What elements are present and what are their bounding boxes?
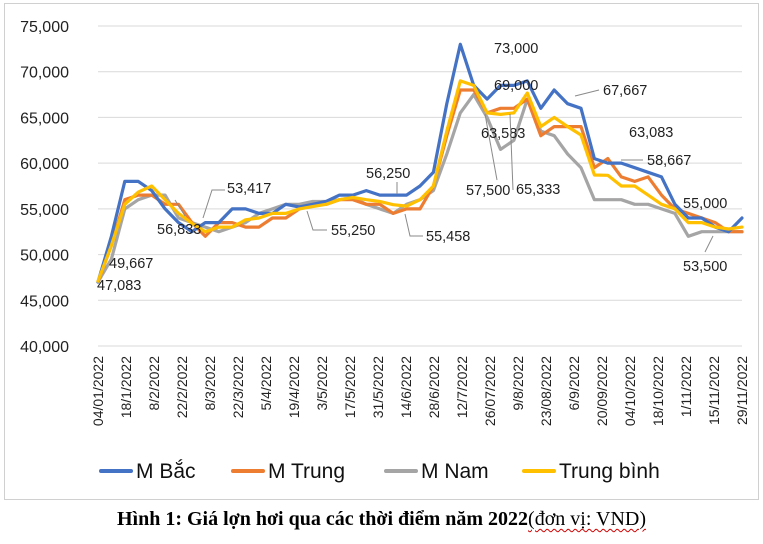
- data-label: 53,500: [683, 259, 727, 275]
- data-label: 67,667: [603, 83, 647, 99]
- y-tick-label: 65,000: [20, 110, 69, 127]
- label-leader-line: [306, 210, 327, 231]
- figure-caption: Hình 1: Giá lợn hơi qua các thời điểm nă…: [0, 508, 763, 531]
- x-tick-label: 28/6/2022: [426, 356, 442, 418]
- label-leader-line: [574, 89, 600, 97]
- x-tick-label: 8/3/2022: [202, 356, 218, 411]
- data-label: 55,250: [331, 223, 375, 239]
- data-label: 69,000: [494, 78, 538, 94]
- x-tick-label: 31/5/2022: [370, 356, 386, 418]
- data-label: 63,583: [481, 126, 525, 142]
- data-label: 53,417: [227, 181, 271, 197]
- label-leader-line: [704, 235, 714, 253]
- data-label: 49,667: [109, 256, 153, 272]
- data-label: 57,500: [466, 183, 510, 199]
- y-tick-label: 70,000: [20, 65, 69, 82]
- x-tick-label: 26/07/2022: [482, 356, 498, 426]
- data-label: 73,000: [494, 41, 538, 57]
- y-tick-label: 75,000: [20, 19, 69, 36]
- x-tick-label: 18/10/2022: [650, 356, 666, 426]
- data-label: 56,833: [157, 222, 201, 238]
- line-chart: 40,000 45,000 50,000 55,000 60,000 65,000 70,0…: [20, 19, 750, 483]
- y-tick-label: 60,000: [20, 156, 69, 173]
- data-label: 58,667: [647, 153, 691, 169]
- legend-label: M Bắc: [136, 460, 196, 483]
- x-tick-label: 20/09/2022: [594, 356, 610, 426]
- data-label: 56,250: [366, 166, 410, 182]
- label-leader-line: [404, 213, 423, 237]
- y-tick-label: 50,000: [20, 248, 69, 265]
- label-leader-line: [174, 199, 186, 217]
- x-tick-label: 04/10/2022: [622, 356, 638, 426]
- data-label: 55,458: [426, 229, 470, 245]
- data-label: 47,083: [97, 278, 141, 294]
- x-tick-label: 3/5/2022: [314, 356, 330, 411]
- x-tick-label: 17/5/2022: [342, 356, 358, 418]
- x-tick-label: 5/4/2022: [258, 356, 274, 411]
- x-tick-label: 8/2/2022: [146, 356, 162, 411]
- x-tick-label: 18/1/2022: [118, 356, 134, 418]
- legend-label: Trung bình: [559, 460, 660, 483]
- legend-label: M Trung: [268, 460, 345, 483]
- y-tick-label: 55,000: [20, 202, 69, 219]
- x-tick-label: 29/11/2022: [734, 356, 750, 425]
- series-line-3: [96, 79, 744, 283]
- caption-title: Hình 1: Giá lợn hơi qua các thời điểm nă…: [116, 508, 529, 530]
- y-tick-label: 45,000: [20, 293, 69, 310]
- series-line-1: [96, 88, 744, 284]
- caption-unit: (đơn vị: VND): [528, 508, 647, 530]
- x-tick-label: 22/3/2022: [230, 356, 246, 418]
- label-leader-line: [509, 113, 514, 191]
- data-label: 55,000: [683, 196, 727, 212]
- x-tick-label: 22/2/2022: [174, 356, 190, 418]
- x-tick-label: 14/6/2022: [398, 356, 414, 418]
- data-label: 63,083: [629, 125, 673, 141]
- legend-label: M Nam: [421, 460, 489, 483]
- label-leader-line: [484, 113, 498, 181]
- x-tick-label: 12/7/2022: [454, 356, 470, 418]
- label-leader-line: [202, 189, 225, 219]
- y-tick-label: 40,000: [20, 339, 69, 356]
- x-tick-label: 19/4/2022: [286, 356, 302, 418]
- chart-frame: 40,000 45,000 50,000 55,000 60,000 65,000 70,0…: [4, 3, 759, 500]
- x-tick-label: 23/08/2022: [538, 356, 554, 426]
- x-tick-label: 1/11/2022: [678, 356, 694, 417]
- x-tick-label: 6/9/2022: [566, 356, 582, 411]
- series-line-2: [96, 93, 744, 284]
- data-label: 65,333: [516, 182, 560, 198]
- series-line-0: [96, 42, 744, 284]
- x-tick-label: 04/01/2022: [90, 356, 106, 426]
- x-tick-label: 15/11/2022: [706, 356, 722, 425]
- x-tick-label: 9/8/2022: [510, 356, 526, 411]
